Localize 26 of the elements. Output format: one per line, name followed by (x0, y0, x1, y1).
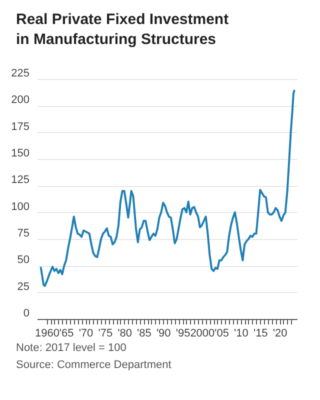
x-tick-label: '95 (176, 328, 190, 340)
x-tick-label: '05 (214, 328, 229, 340)
x-tick-label: 2000 (190, 328, 215, 340)
y-tick-label: 50 (17, 254, 30, 266)
x-tick-label: 1960 (34, 328, 60, 340)
x-tick-label: '85 (137, 328, 152, 340)
chart-title: Real Private Fixed Investment in Manufacturing Structures (15, 10, 230, 49)
x-tick-label: '15 (253, 328, 268, 340)
y-tick-label: 225 (11, 68, 30, 80)
x-tick-label: '65 (59, 328, 74, 340)
y-tick-label: 150 (11, 148, 30, 160)
x-tick-label: '20 (272, 328, 288, 340)
y-tick-label: 200 (11, 94, 30, 106)
text: Note: 2017 level = 100 (15, 341, 128, 356)
y-tick-label: 175 (11, 120, 30, 133)
x-tick-label: '80 (118, 328, 132, 340)
y-tick-label: 75 (17, 228, 30, 240)
source-note: Source: Commerce Department (15, 358, 172, 372)
y-tick-label: 100 (11, 200, 30, 213)
y-tick-label: 0 (23, 308, 30, 320)
x-tick-label: '70 (78, 328, 94, 340)
x-tick-label: '90 (156, 328, 171, 340)
x-tick-label: '10 (234, 328, 248, 340)
x-tick-label: '75 (98, 328, 113, 340)
y-tick-label: 25 (17, 280, 30, 293)
y-tick-label: 125 (11, 174, 30, 186)
